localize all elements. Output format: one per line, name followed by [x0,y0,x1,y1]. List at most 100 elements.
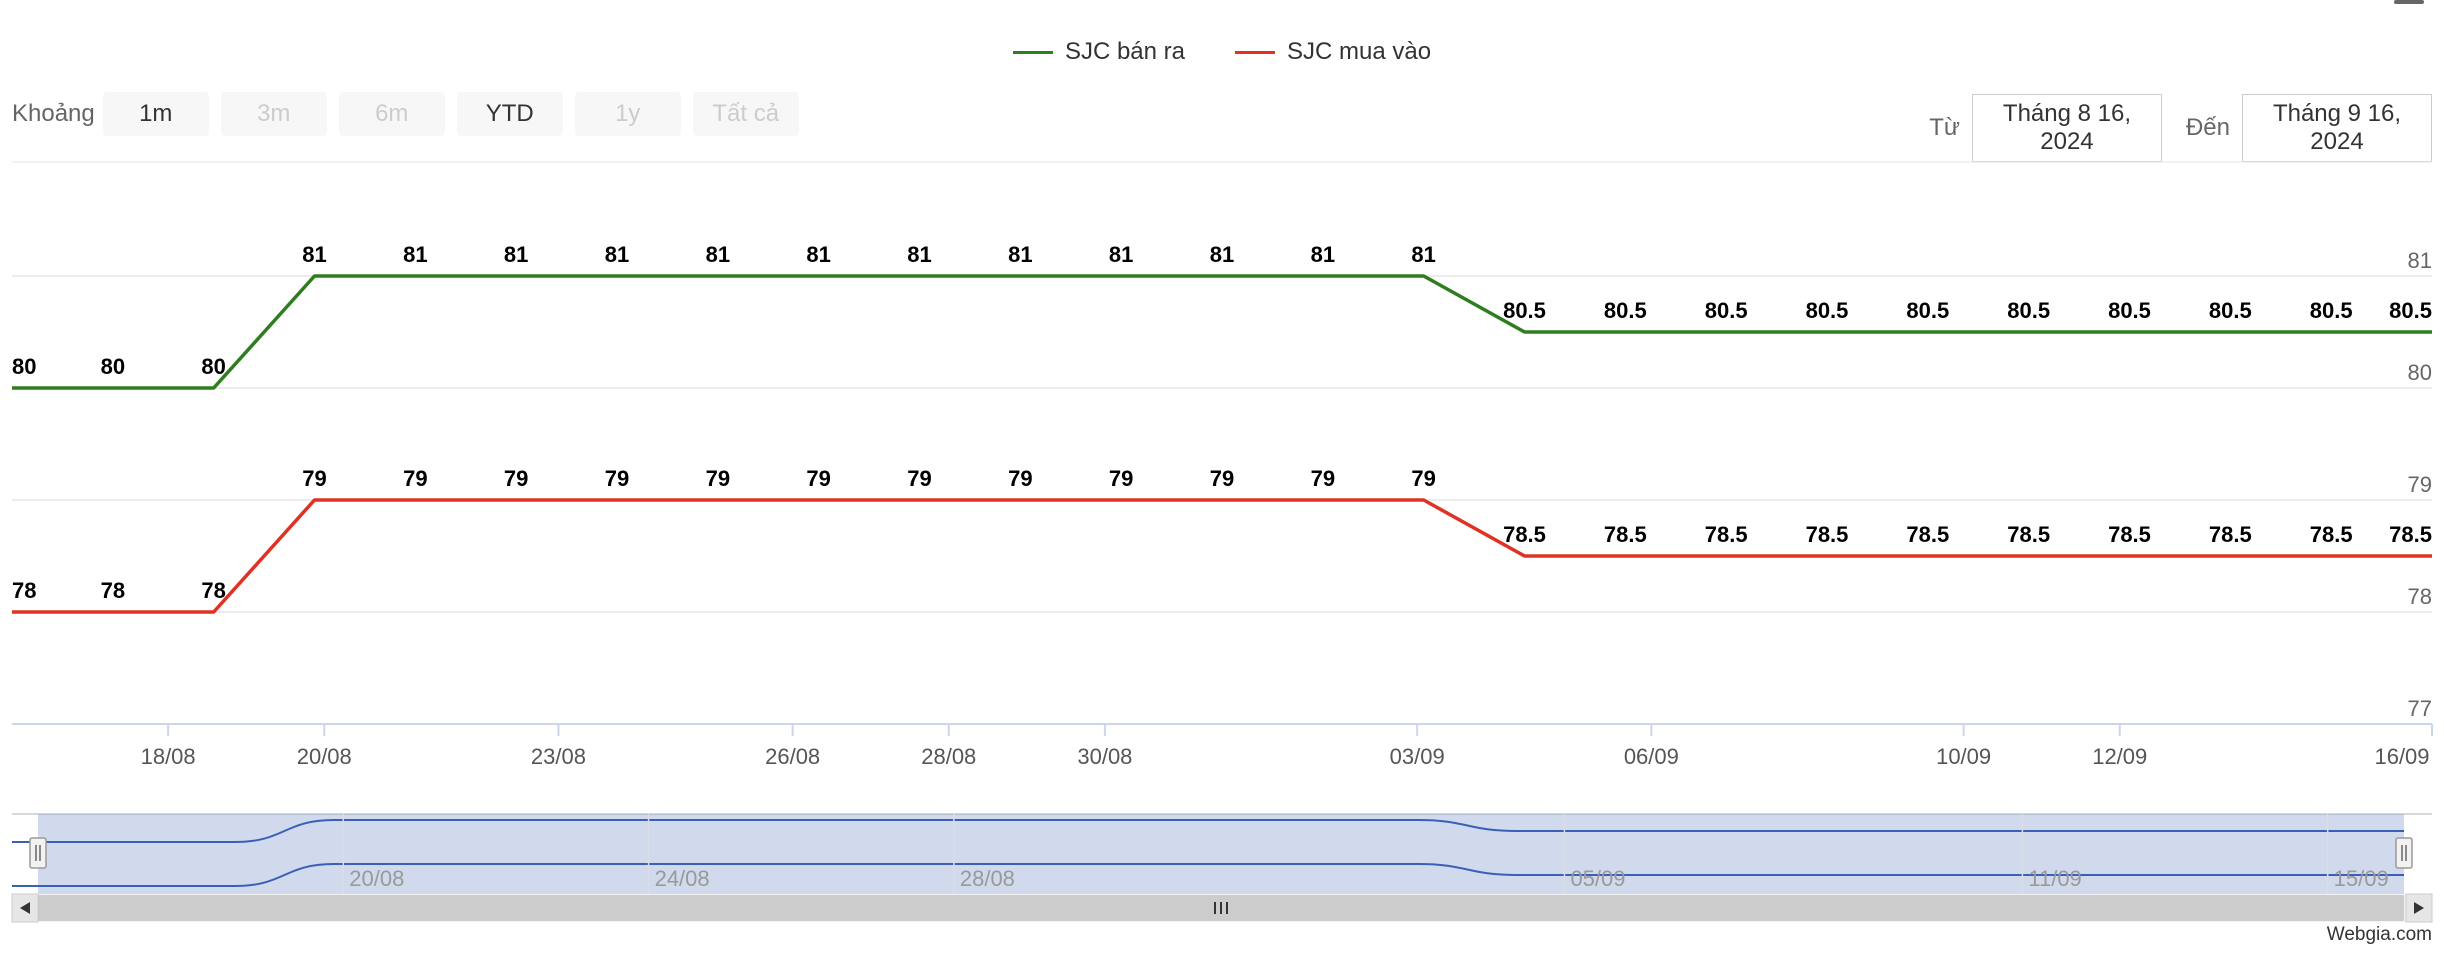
data-label: 81 [403,242,427,267]
y-tick-label: 80 [2408,360,2432,385]
data-label: 79 [1311,466,1335,491]
navigator-series-1 [12,862,2404,888]
data-label: 80.5 [1503,298,1546,323]
data-label: 78.5 [1806,522,1849,547]
data-label: 78 [201,578,225,603]
range-button-1m[interactable]: 1m [102,92,209,136]
data-label: 80.5 [2310,298,2353,323]
data-label: 79 [1109,466,1133,491]
data-label: 79 [1411,466,1435,491]
x-tick-label: 30/08 [1077,744,1132,769]
data-label: 80.5 [2108,298,2151,323]
y-tick-label: 77 [2408,696,2432,721]
navigator-tick-label: 11/09 [2028,866,2081,891]
data-label: 80.5 [2007,298,2050,323]
data-label: 78.5 [1604,522,1647,547]
data-label: 81 [1008,242,1032,267]
x-tick-label: 12/09 [2092,744,2147,769]
legend: SJC bán ra SJC mua vào [0,38,2444,66]
navigator-tick-label: 20/08 [349,866,404,891]
legend-item-sjc-ban-ra[interactable]: SJC bán ra [1012,38,1185,66]
date-from-label: Từ [1929,114,1960,141]
navigator-tick-label: 15/09 [2334,866,2389,891]
data-label: 78.5 [1503,522,1546,547]
x-tick-label: 26/08 [765,744,820,769]
navigator-mask [38,814,2404,894]
data-label: 81 [706,242,730,267]
data-label: 80 [201,354,225,379]
x-tick-label: 18/08 [141,744,196,769]
legend-item-sjc-mua-vao[interactable]: SJC mua vào [1235,38,1431,66]
legend-label: SJC mua vào [1287,38,1432,65]
navigator-series-0 [12,818,2405,844]
data-label: 79 [706,466,730,491]
data-label: 79 [504,466,528,491]
data-label: 78.5 [1906,522,1949,547]
date-from-input[interactable]: Tháng 8 16, 2024 [1971,94,2162,162]
data-label: 79 [806,466,830,491]
data-label: 78.5 [2310,522,2353,547]
range-button-6m[interactable]: 6m [338,92,445,136]
range-button-ytd[interactable]: YTD [456,92,563,136]
data-label: 79 [605,466,629,491]
range-selector: Khoảng 1m 3m 6m YTD 1y Tất cả [12,92,811,136]
navigator-tick-label: 28/08 [960,866,1015,891]
data-label: 80.5 [1604,298,1647,323]
data-label: 79 [1008,466,1032,491]
data-label: 80 [12,354,36,379]
series-line-0 [12,274,2432,390]
y-tick-label: 81 [2408,248,2432,273]
data-label: 78.5 [2007,522,2050,547]
data-label: 81 [1311,242,1335,267]
x-tick-label: 03/09 [1390,744,1445,769]
navigator-tick-label: 05/09 [1570,866,1625,891]
scroll-left-arrow-icon [20,902,30,914]
x-tick-label: 23/08 [531,744,586,769]
data-label: 81 [907,242,931,267]
data-label: 78.5 [2209,522,2252,547]
data-label: 81 [302,242,326,267]
data-label: 80.5 [2389,298,2432,323]
data-label: 79 [907,466,931,491]
data-label: 80.5 [2209,298,2252,323]
data-label: 78 [12,578,36,603]
range-button-all[interactable]: Tất cả [692,92,799,136]
data-label: 81 [806,242,830,267]
legend-swatch-green [1012,50,1053,54]
data-label: 80.5 [1906,298,1949,323]
series-line-1 [12,498,2432,614]
data-label: 79 [1210,466,1234,491]
data-label: 78.5 [1705,522,1748,547]
range-button-3m[interactable]: 3m [220,92,327,136]
data-label: 81 [1210,242,1234,267]
navigator-bg [12,814,2432,894]
x-tick-label: 06/09 [1624,744,1679,769]
date-to-label: Đến [2185,114,2230,141]
navigator-handle-left[interactable] [29,837,47,869]
y-tick-label: 79 [2408,472,2432,497]
data-label: 81 [1109,242,1133,267]
data-label: 80 [101,354,125,379]
data-label: 78.5 [2389,522,2432,547]
navigator-tick-label: 24/08 [655,866,710,891]
data-label: 78.5 [2108,522,2151,547]
data-label: 79 [403,466,427,491]
watermark: Webgia.com [2326,924,2432,945]
navigator-handle-right[interactable] [2395,837,2413,869]
context-menu-icon[interactable] [2394,0,2424,4]
x-tick-label: 16/09 [2374,744,2429,769]
data-label: 81 [605,242,629,267]
x-tick-label: 10/09 [1936,744,1991,769]
range-label: Khoảng [12,100,95,127]
x-tick-label: 20/08 [297,744,352,769]
scroll-right-arrow-icon [2414,902,2424,914]
data-label: 79 [302,466,326,491]
date-to-input[interactable]: Tháng 9 16, 2024 [2242,94,2432,162]
y-tick-label: 78 [2408,584,2432,609]
legend-label: SJC bán ra [1064,38,1185,65]
data-label: 81 [1411,242,1435,267]
data-label: 80.5 [1705,298,1748,323]
date-range: Từ Tháng 8 16, 2024 Đến Tháng 9 16, 2024 [1929,94,2432,162]
range-button-1y[interactable]: 1y [574,92,681,136]
